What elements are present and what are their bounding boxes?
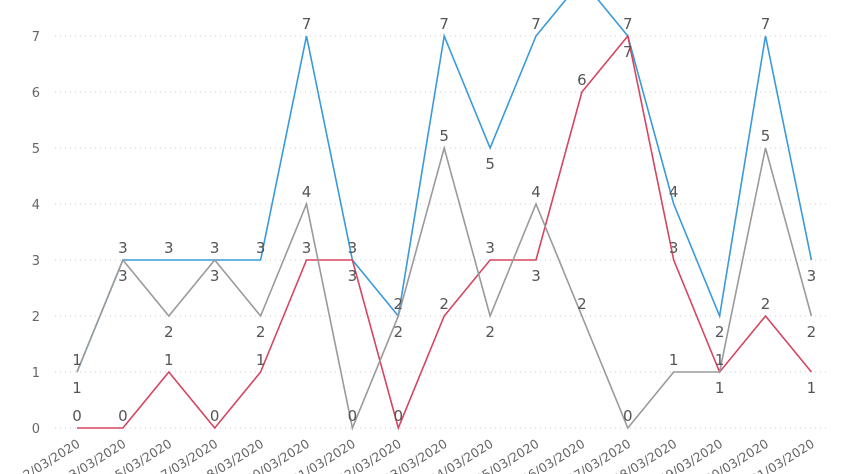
series-line-2 bbox=[76, 144, 813, 431]
data-label: 2 bbox=[439, 295, 449, 313]
series-line-0 bbox=[76, 0, 813, 373]
y-tick-label: 1 bbox=[32, 366, 40, 381]
data-label: 2 bbox=[761, 295, 771, 313]
data-label: 7 bbox=[623, 15, 633, 33]
data-label: 2 bbox=[807, 323, 817, 341]
data-label: 3 bbox=[807, 267, 817, 285]
data-label: 2 bbox=[485, 323, 495, 341]
data-label: 3 bbox=[669, 239, 679, 257]
data-label: 7 bbox=[531, 15, 541, 33]
data-label: 1 bbox=[164, 351, 174, 369]
data-label: 2 bbox=[715, 323, 725, 341]
data-label: 0 bbox=[348, 407, 358, 425]
data-label: 3 bbox=[118, 239, 128, 257]
gridlines bbox=[55, 35, 830, 429]
data-label: 3 bbox=[302, 239, 312, 257]
data-label: 2 bbox=[394, 323, 404, 341]
data-label: 2 bbox=[577, 295, 587, 313]
y-tick-label: 3 bbox=[32, 254, 40, 269]
data-label: 3 bbox=[256, 239, 266, 257]
data-label: 7 bbox=[623, 43, 633, 61]
x-axis: 12/03/202013/03/202015/03/202017/03/2020… bbox=[14, 436, 817, 474]
data-label: 3 bbox=[348, 239, 358, 257]
data-label: 1 bbox=[256, 351, 266, 369]
data-labels: 1333373275787427300101330233673121132324… bbox=[72, 15, 817, 425]
data-label: 1 bbox=[72, 351, 82, 369]
data-label: 7 bbox=[302, 15, 312, 33]
y-tick-label: 5 bbox=[32, 142, 40, 157]
data-label: 0 bbox=[394, 407, 404, 425]
data-label: 1 bbox=[669, 351, 679, 369]
data-label: 0 bbox=[118, 407, 128, 425]
y-tick-label: 7 bbox=[32, 30, 40, 45]
series-lines bbox=[76, 0, 813, 431]
data-label: 3 bbox=[348, 267, 358, 285]
data-label: 7 bbox=[439, 15, 449, 33]
y-tick-label: 0 bbox=[32, 422, 40, 437]
data-label: 3 bbox=[210, 239, 220, 257]
data-label: 1 bbox=[72, 379, 82, 397]
data-label: 0 bbox=[210, 407, 220, 425]
y-tick-label: 6 bbox=[32, 86, 40, 101]
data-label: 7 bbox=[761, 15, 771, 33]
data-label: 3 bbox=[210, 267, 220, 285]
data-label: 3 bbox=[531, 267, 541, 285]
data-label: 1 bbox=[715, 379, 725, 397]
data-label: 3 bbox=[118, 267, 128, 285]
data-label: 4 bbox=[302, 183, 312, 201]
data-label: 0 bbox=[72, 407, 82, 425]
data-label: 1 bbox=[715, 351, 725, 369]
data-label: 5 bbox=[761, 127, 771, 145]
data-label: 3 bbox=[485, 239, 495, 257]
data-label: 6 bbox=[577, 71, 587, 89]
data-label: 0 bbox=[623, 407, 633, 425]
data-label: 2 bbox=[394, 295, 404, 313]
y-tick-label: 2 bbox=[32, 310, 40, 325]
data-label: 5 bbox=[439, 127, 449, 145]
y-axis: 0 1 2 3 4 5 6 7 bbox=[32, 30, 40, 437]
data-label: 3 bbox=[164, 239, 174, 257]
data-label: 4 bbox=[531, 183, 541, 201]
data-label: 2 bbox=[164, 323, 174, 341]
y-tick-label: 4 bbox=[32, 198, 40, 213]
data-label: 1 bbox=[807, 379, 817, 397]
data-label: 5 bbox=[485, 155, 495, 173]
data-label: 4 bbox=[669, 183, 679, 201]
series-line-1 bbox=[77, 34, 813, 431]
data-label: 2 bbox=[256, 323, 266, 341]
